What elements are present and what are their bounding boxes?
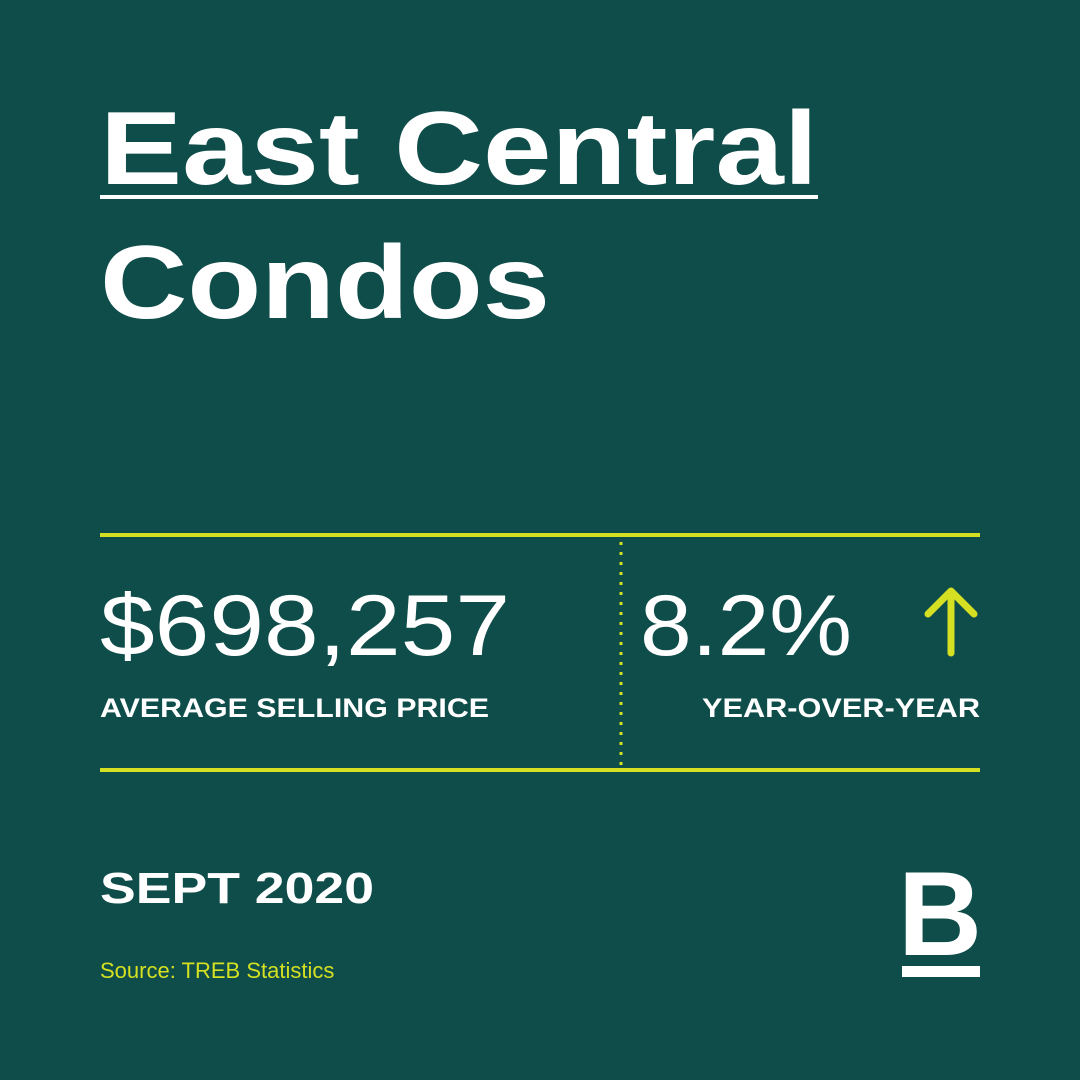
- logo-letter: B: [898, 847, 982, 981]
- price-value: $698,257: [100, 578, 510, 674]
- source: Source: TREB Statistics: [100, 958, 334, 983]
- price-label: AVERAGE SELLING PRICE: [100, 693, 489, 723]
- change-label: YEAR-OVER-YEAR: [702, 693, 980, 723]
- up-arrow: [924, 587, 978, 657]
- date: SEPT 2020: [100, 864, 374, 913]
- logo-bar: [902, 966, 980, 977]
- change-value: 8.2%: [640, 578, 852, 674]
- title-line-1: East Central: [100, 91, 818, 207]
- title-line-2: Condos: [100, 225, 550, 341]
